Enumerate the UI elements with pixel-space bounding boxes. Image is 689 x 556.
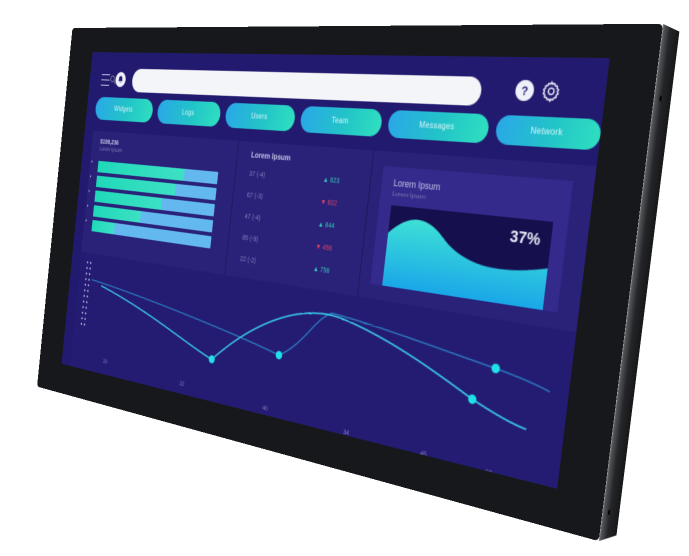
svg-text:?: ? <box>520 84 528 98</box>
